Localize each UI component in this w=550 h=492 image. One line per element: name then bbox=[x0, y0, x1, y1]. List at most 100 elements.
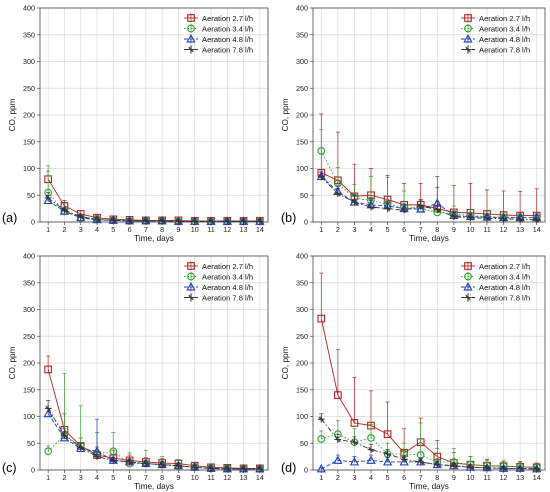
y-tick-label: 250 bbox=[296, 84, 308, 93]
legend-marker bbox=[463, 281, 473, 291]
data-point bbox=[351, 198, 358, 206]
data-point bbox=[433, 206, 441, 213]
data-point bbox=[256, 465, 264, 473]
y-tick-label: 350 bbox=[23, 278, 35, 287]
data-point bbox=[109, 457, 117, 464]
legend-label: Aeration 7.8 l/h bbox=[479, 294, 530, 303]
x-tick-label: 8 bbox=[435, 225, 439, 234]
data-point bbox=[350, 419, 359, 427]
x-tick-label: 2 bbox=[336, 473, 340, 482]
legend-marker bbox=[464, 46, 472, 53]
data-point bbox=[333, 455, 343, 464]
legend-marker bbox=[187, 294, 195, 301]
legend-marker bbox=[463, 33, 473, 43]
data-point bbox=[93, 453, 101, 460]
data-point bbox=[384, 450, 391, 458]
legend-label: Aeration 4.8 l/h bbox=[202, 283, 253, 292]
x-tick-label: 13 bbox=[516, 225, 524, 234]
x-tick-label: 3 bbox=[352, 473, 356, 482]
data-point bbox=[533, 216, 541, 224]
y-tick-label: 50 bbox=[300, 439, 308, 448]
legend-marker bbox=[187, 272, 195, 281]
x-tick-label: 1 bbox=[319, 473, 323, 482]
y-tick-label: 100 bbox=[296, 412, 308, 421]
x-tick-label: 13 bbox=[240, 225, 248, 234]
data-point bbox=[142, 217, 150, 225]
data-point bbox=[516, 216, 524, 223]
x-tick-label: 14 bbox=[533, 473, 541, 482]
data-point bbox=[349, 456, 360, 466]
series-4 bbox=[317, 413, 541, 473]
x-tick-label: 5 bbox=[111, 473, 115, 482]
x-tick-label: 9 bbox=[176, 473, 180, 482]
legend-marker bbox=[187, 46, 195, 53]
data-point bbox=[416, 204, 426, 213]
x-tick-label: 4 bbox=[369, 225, 373, 234]
data-point bbox=[367, 434, 375, 442]
legend-label: Aeration 7.8 l/h bbox=[202, 46, 253, 55]
x-tick-label: 11 bbox=[207, 225, 214, 234]
x-tick-label: 12 bbox=[500, 225, 508, 234]
data-point bbox=[207, 218, 215, 225]
x-tick-label: 7 bbox=[144, 225, 148, 234]
y-axis-label: CO, ppm bbox=[8, 346, 17, 379]
y-tick-label: 250 bbox=[23, 84, 35, 93]
x-tick-label: 1 bbox=[46, 225, 50, 234]
y-tick-label: 350 bbox=[23, 30, 35, 39]
data-point bbox=[516, 465, 524, 472]
y-tick-label: 400 bbox=[296, 252, 308, 261]
x-tick-label: 11 bbox=[483, 225, 490, 234]
panel-label: (a) bbox=[2, 211, 17, 225]
y-tick-label: 400 bbox=[23, 4, 35, 13]
x-tick-label: 6 bbox=[402, 225, 406, 234]
panel-label: (b) bbox=[281, 211, 296, 225]
legend-marker bbox=[464, 14, 472, 22]
legend-marker bbox=[464, 24, 472, 33]
legend-label: Aeration 4.8 l/h bbox=[479, 283, 530, 292]
panel-label: (c) bbox=[2, 461, 17, 475]
x-tick-label: 5 bbox=[386, 473, 390, 482]
y-tick-label: 50 bbox=[27, 439, 35, 448]
y-tick-label: 200 bbox=[296, 111, 308, 120]
series-line bbox=[47, 408, 260, 470]
data-point bbox=[400, 206, 408, 214]
x-axis-label: Time, days bbox=[134, 234, 174, 243]
y-tick-label: 200 bbox=[23, 111, 35, 120]
y-tick-label: 350 bbox=[296, 278, 308, 287]
data-point bbox=[191, 218, 199, 225]
x-tick-label: 8 bbox=[435, 473, 439, 482]
x-tick-label: 14 bbox=[256, 473, 264, 482]
data-point bbox=[467, 464, 474, 471]
y-tick-label: 400 bbox=[296, 4, 308, 13]
x-tick-label: 3 bbox=[79, 473, 83, 482]
legend-marker bbox=[464, 294, 472, 301]
series-4 bbox=[44, 400, 264, 473]
x-tick-label: 13 bbox=[240, 473, 248, 482]
data-point bbox=[383, 430, 392, 439]
legend-marker bbox=[187, 14, 195, 22]
x-tick-label: 9 bbox=[452, 225, 456, 234]
data-point bbox=[109, 217, 117, 224]
data-point bbox=[384, 205, 391, 212]
data-point bbox=[158, 217, 166, 225]
data-point bbox=[175, 218, 182, 225]
legend-label: Aeration 2.7 l/h bbox=[479, 14, 530, 23]
y-tick-label: 300 bbox=[296, 57, 308, 66]
x-tick-label: 7 bbox=[419, 225, 423, 234]
y-tick-label: 150 bbox=[296, 385, 308, 394]
data-point bbox=[240, 465, 247, 473]
y-tick-label: 50 bbox=[300, 191, 308, 200]
data-point bbox=[317, 173, 325, 181]
x-tick-label: 8 bbox=[160, 473, 164, 482]
x-tick-label: 1 bbox=[46, 473, 50, 482]
x-tick-label: 5 bbox=[386, 225, 390, 234]
legend-label: Aeration 7.8 l/h bbox=[202, 294, 253, 303]
y-tick-label: 100 bbox=[296, 164, 308, 173]
x-tick-label: 10 bbox=[191, 473, 199, 482]
x-tick-label: 11 bbox=[207, 473, 214, 482]
series-4 bbox=[44, 192, 264, 225]
x-tick-label: 2 bbox=[62, 225, 66, 234]
